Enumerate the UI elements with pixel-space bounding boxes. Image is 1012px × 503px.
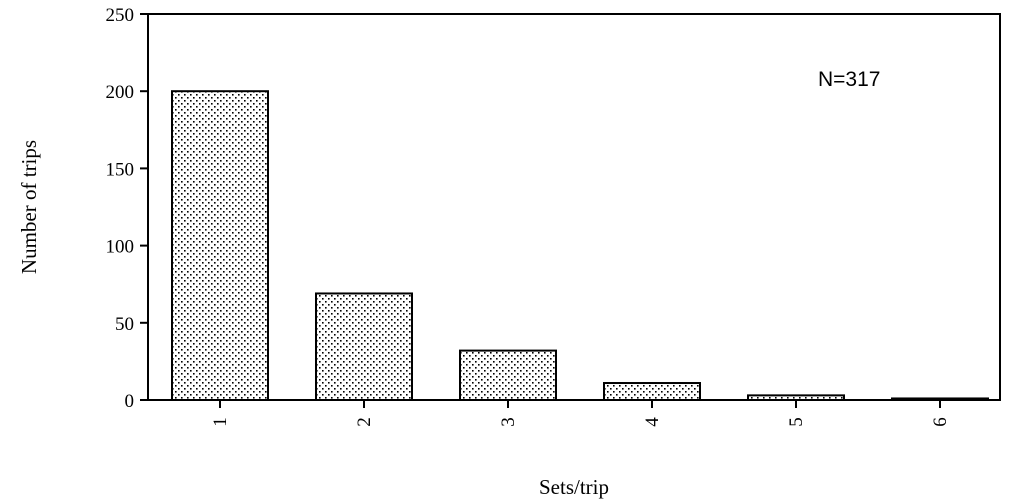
sample-size-annotation: N=317 [818,68,880,91]
bar-2 [315,292,413,401]
bar-1 [171,90,269,401]
bars-layer [171,90,989,402]
y-tick-label: 150 [106,159,135,180]
x-tick-label: 4 [642,417,663,427]
y-tick-label: 250 [106,5,135,26]
x-axis-title: Sets/trip [539,475,609,499]
y-axis: 0 50 100 150 200 250 [106,5,148,412]
y-axis-title: Number of trips [17,140,41,274]
x-tick-label: 3 [498,417,519,427]
y-tick-label: 200 [106,82,135,103]
x-tick-label: 2 [354,417,375,427]
x-axis: 1 2 3 4 5 6 [210,400,951,427]
x-tick-label: 5 [786,417,807,427]
bar-3 [459,349,557,402]
x-tick-label: 6 [930,417,951,427]
y-tick-label: 50 [115,314,134,335]
y-tick-label: 0 [125,391,135,412]
y-tick-label: 100 [106,237,135,258]
x-tick-label: 1 [210,417,231,427]
plot-frame [147,13,1001,401]
bar-4 [603,382,701,401]
